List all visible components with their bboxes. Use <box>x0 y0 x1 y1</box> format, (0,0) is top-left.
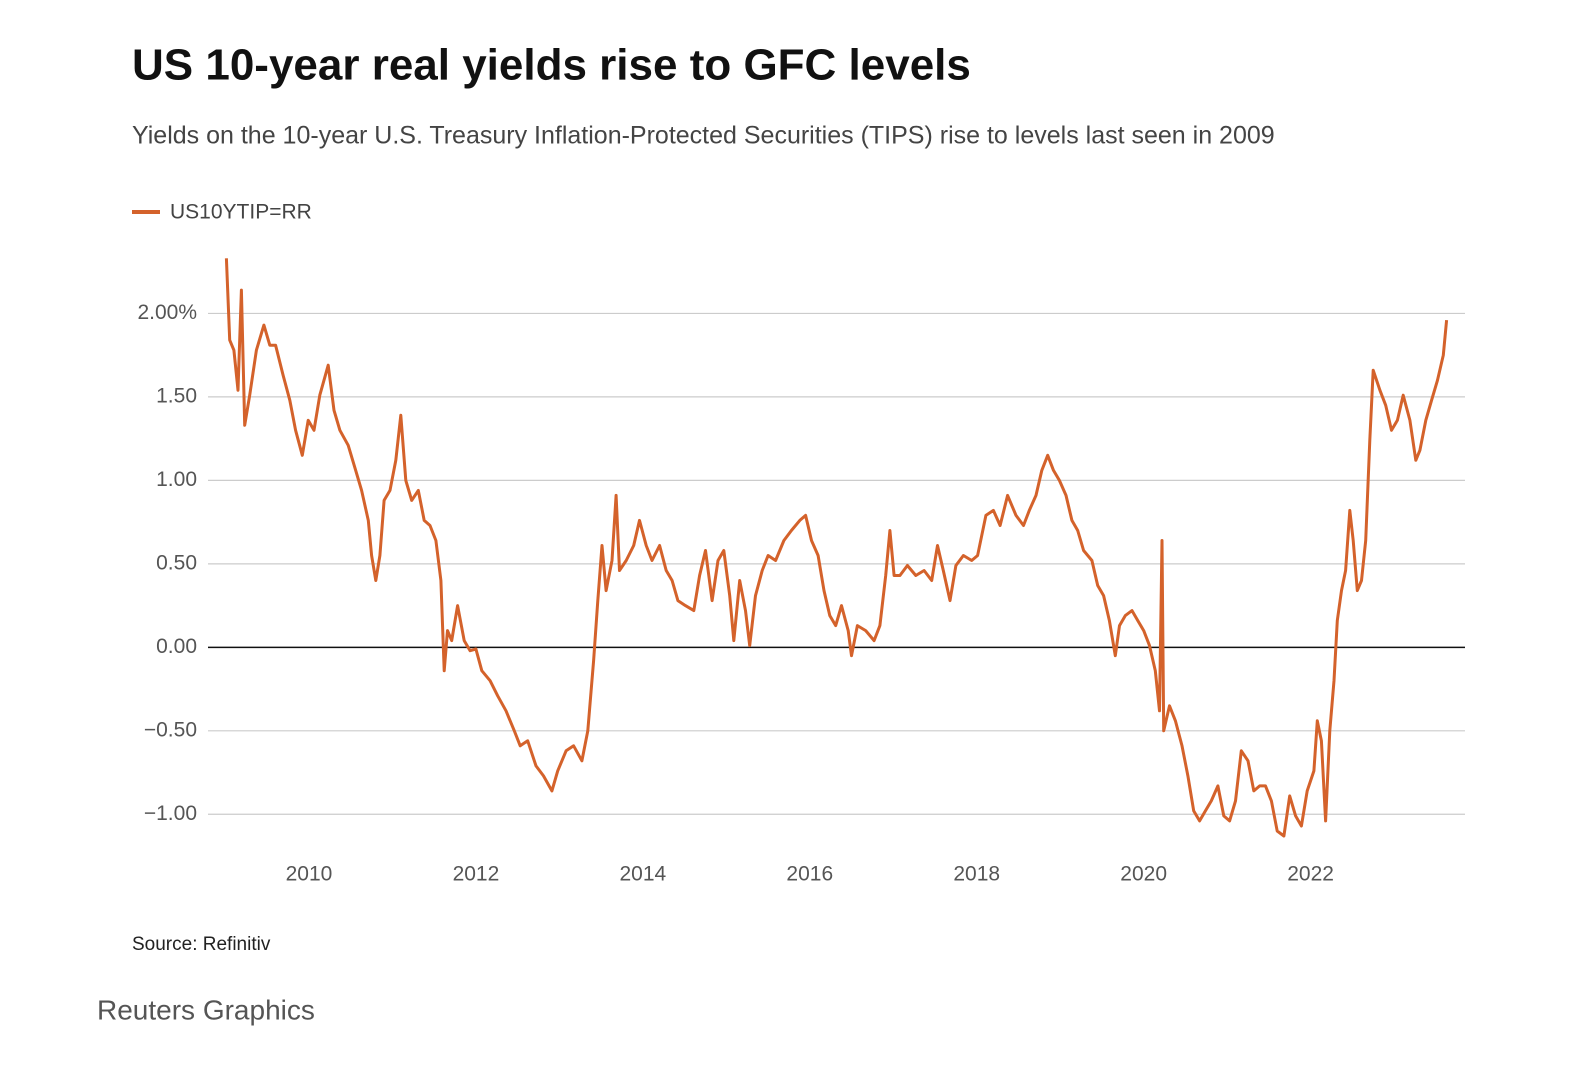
x-tick-label: 2020 <box>1120 863 1167 886</box>
y-tick-label: 1.00 <box>156 468 197 491</box>
y-tick-label: −1.00 <box>144 802 197 825</box>
y-tick-label: 2.00% <box>137 301 197 324</box>
chart-subtitle: Yields on the 10-year U.S. Treasury Infl… <box>132 122 1275 150</box>
x-tick-label: 2018 <box>953 863 1000 886</box>
y-tick-label: −0.50 <box>144 718 197 741</box>
x-tick-label: 2014 <box>619 863 666 886</box>
chart-title: US 10-year real yields rise to GFC level… <box>132 41 971 90</box>
x-tick-label: 2016 <box>786 863 833 886</box>
credit: Reuters Graphics <box>97 994 315 1025</box>
series-line <box>224 258 1449 838</box>
x-tick-label: 2012 <box>453 863 500 886</box>
x-tick-label: 2010 <box>286 863 333 886</box>
x-tick-label: 2022 <box>1287 863 1334 886</box>
y-tick-label: 0.50 <box>156 551 197 574</box>
source: Source: Refinitiv <box>132 934 271 955</box>
y-tick-label: 1.50 <box>156 384 197 407</box>
y-tick-label: 0.00 <box>156 635 197 658</box>
legend-label: US10YTIP=RR <box>170 201 312 224</box>
